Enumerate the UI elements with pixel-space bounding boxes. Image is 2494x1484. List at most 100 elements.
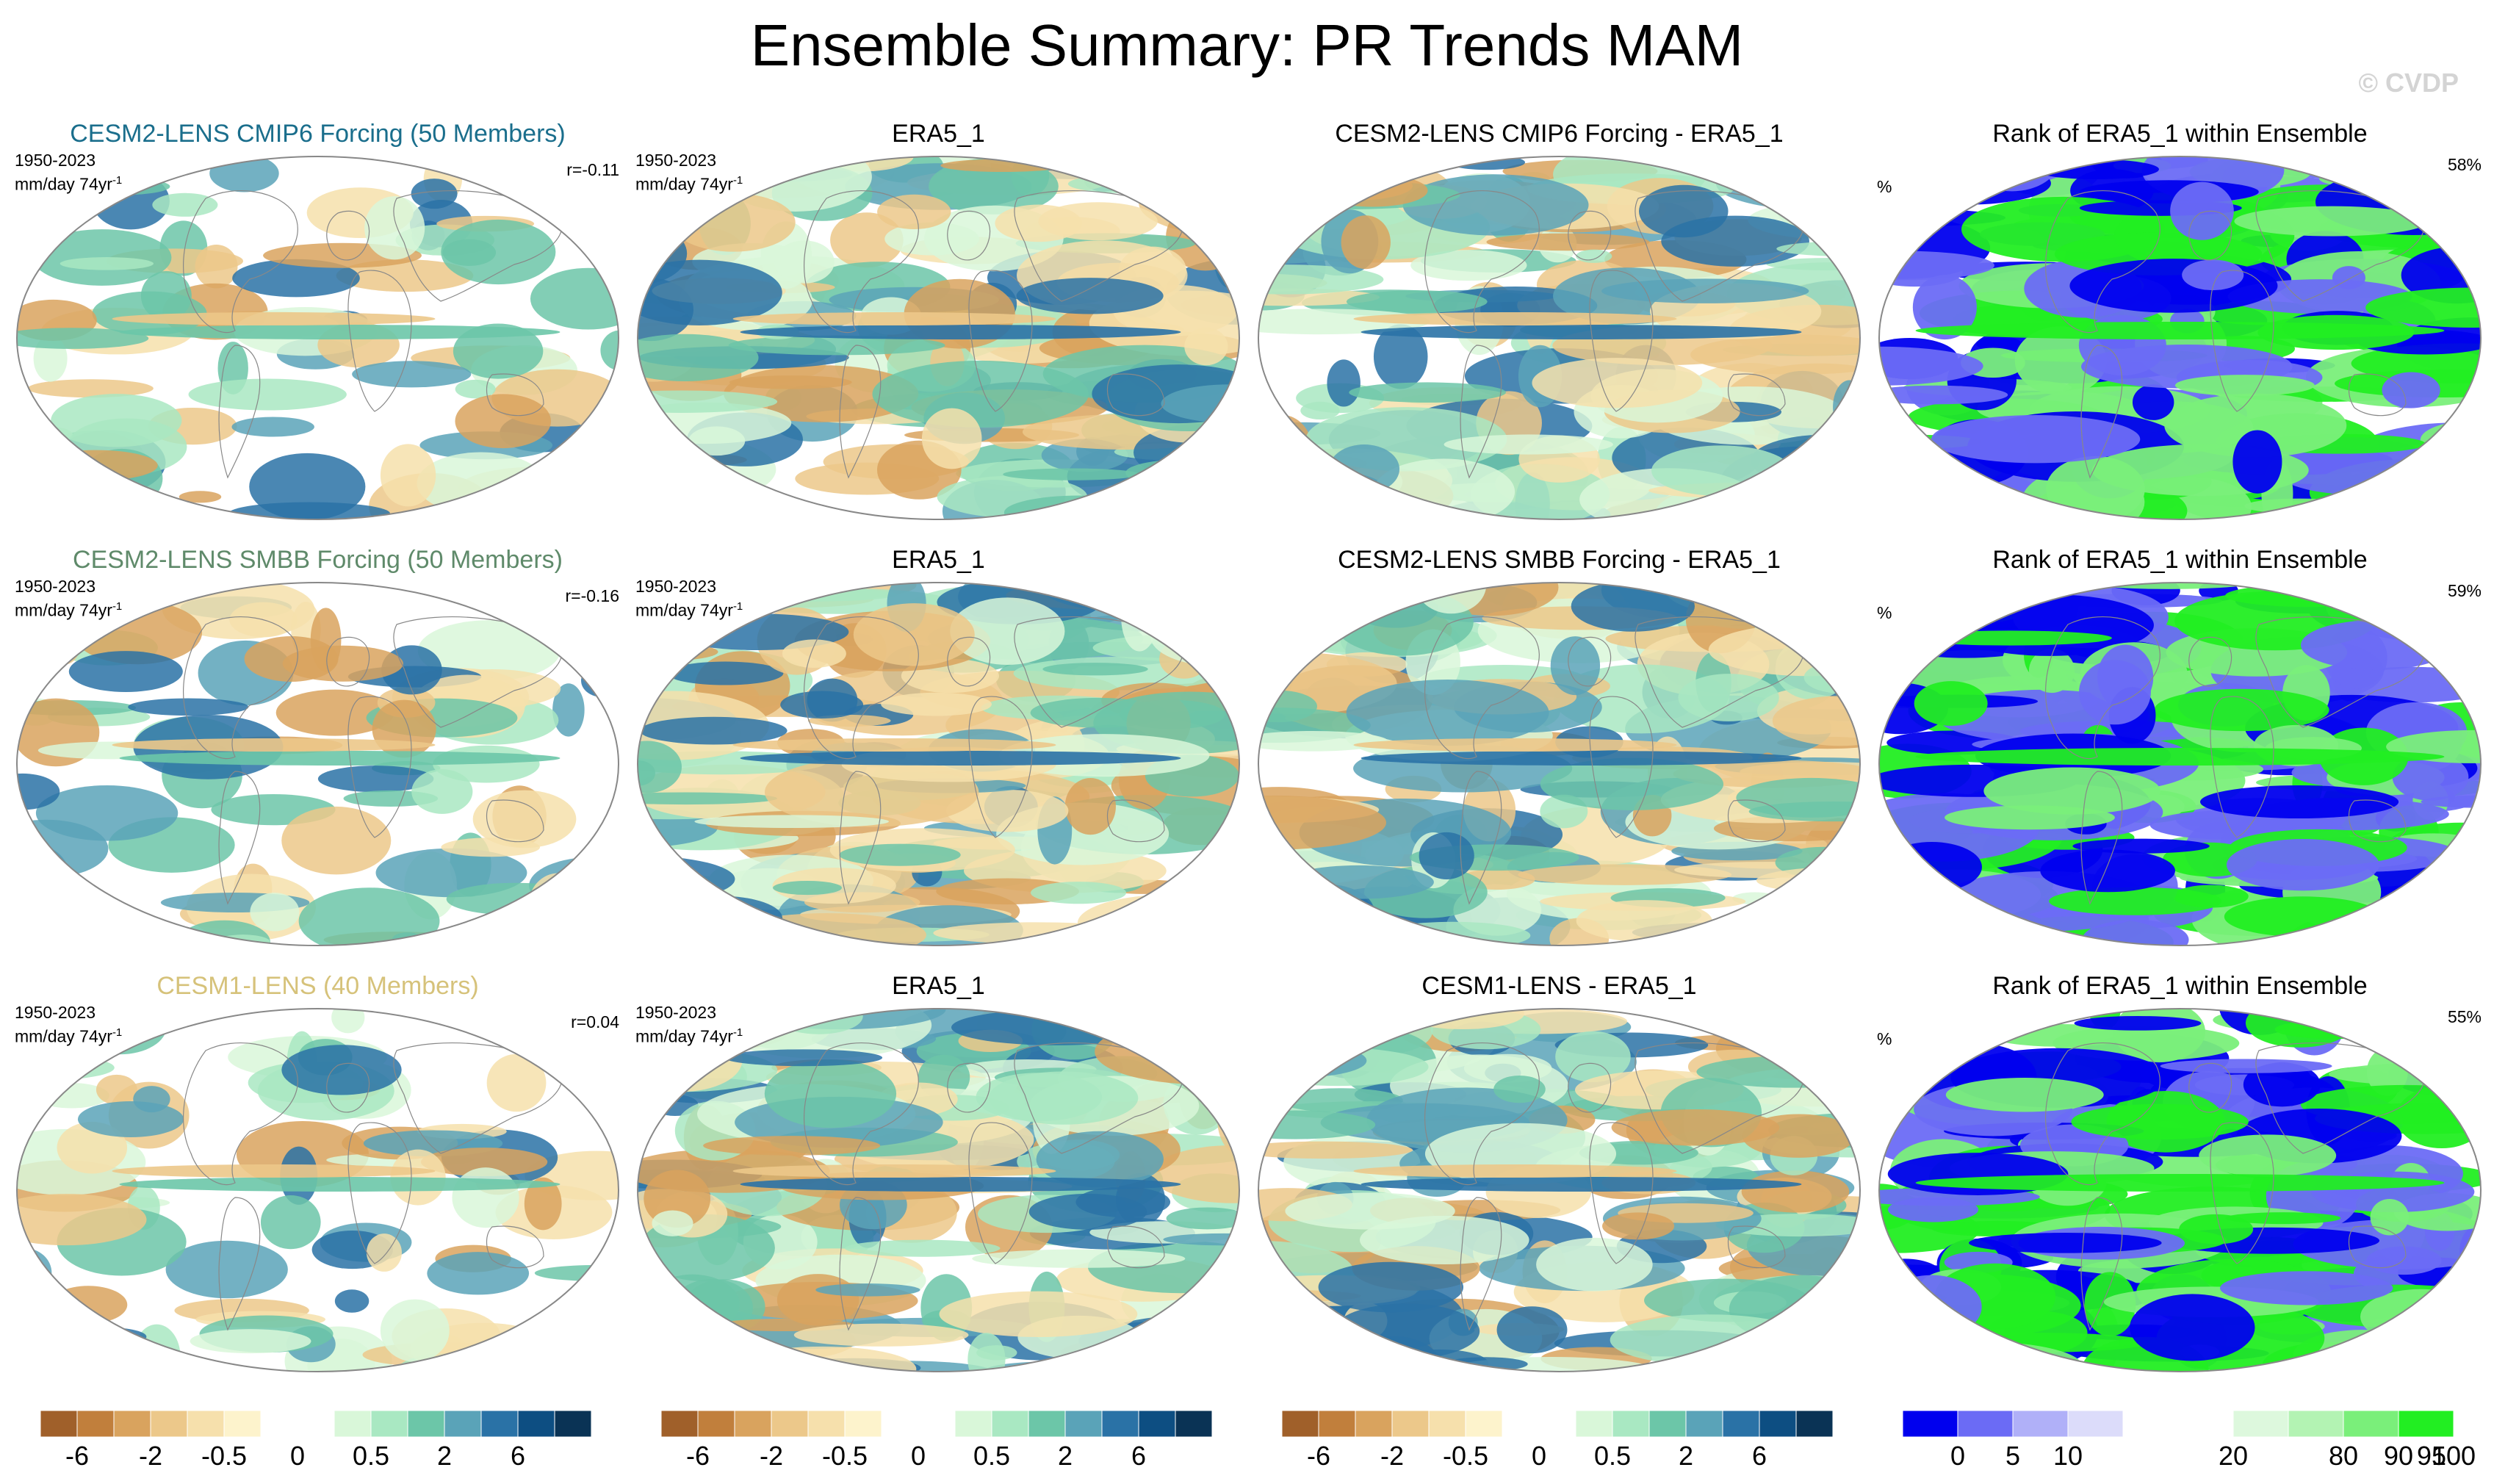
colorbar-tick-label: -6	[1306, 1441, 1331, 1471]
pattern-correlation: r=-0.11	[566, 160, 619, 179]
colorbar-swatch	[1355, 1411, 1393, 1437]
trend-map	[1258, 156, 1861, 520]
trend-map	[637, 582, 1240, 946]
colorbar-swatch	[1028, 1411, 1066, 1437]
colorbar-swatch	[187, 1411, 225, 1437]
trend-map	[1258, 582, 1861, 946]
diff-panel-title: CESM1-LENS - ERA5_1	[1421, 972, 1697, 1000]
trend-colorbar	[40, 1411, 591, 1437]
colorbar-swatch	[2067, 1411, 2124, 1437]
colorbar-tick-label: -2	[138, 1441, 163, 1471]
rank-map	[1878, 156, 2482, 520]
colorbar-swatch	[1428, 1411, 1466, 1437]
colorbar-tick-label: 6	[1751, 1441, 1767, 1471]
colorbar-swatch	[697, 1411, 735, 1437]
colorbar-swatch	[334, 1411, 372, 1437]
colorbar-swatch	[918, 1411, 956, 1437]
colorbar-swatch	[2398, 1411, 2454, 1437]
colorbar-swatch	[1722, 1411, 1760, 1437]
colorbar-swatch	[771, 1411, 809, 1437]
colorbar-swatch	[844, 1411, 882, 1437]
colorbar-tick-label: 0.5	[352, 1441, 390, 1471]
colorbar-swatch	[150, 1411, 188, 1437]
obs-panel-title: ERA5_1	[892, 972, 985, 1000]
model-panel-title: CESM2-LENS CMIP6 Forcing (50 Members)	[70, 120, 566, 148]
rank-panel-title: Rank of ERA5_1 within Ensemble	[1992, 120, 2368, 148]
units-label: mm/day 74yr-1	[635, 1026, 743, 1046]
colorbar-swatch	[407, 1411, 445, 1437]
units-label: mm/day 74yr-1	[15, 1026, 123, 1046]
colorbar-tick-label: -2	[1380, 1441, 1405, 1471]
colorbar-swatch	[76, 1411, 115, 1437]
colorbar-tick-label: -6	[685, 1441, 710, 1471]
colorbar-tick-label: 6	[510, 1441, 526, 1471]
colorbar-swatch	[1064, 1411, 1103, 1437]
colorbar-tick-label: 95	[2416, 1441, 2447, 1471]
colorbar-tick-label: 10	[2052, 1441, 2083, 1471]
rank-map	[1878, 582, 2482, 946]
colorbar-swatch	[1391, 1411, 1430, 1437]
colorbar-swatch	[1685, 1411, 1723, 1437]
colorbar-swatch	[991, 1411, 1029, 1437]
colorbar-swatch	[954, 1411, 992, 1437]
colorbar-tick-label: 90	[2383, 1441, 2414, 1471]
colorbar-swatch	[1538, 1411, 1576, 1437]
colorbar-swatch	[807, 1411, 846, 1437]
model-panel-title: CESM1-LENS (40 Members)	[156, 972, 479, 1000]
units-label: mm/day 74yr-1	[15, 174, 123, 194]
colorbar-tick-label: -2	[759, 1441, 784, 1471]
colorbar-swatch	[1465, 1411, 1503, 1437]
trend-colorbar	[1282, 1411, 1833, 1437]
colorbar-tick-label: -0.5	[1442, 1441, 1489, 1471]
colorbar-tick-label: 0.5	[973, 1441, 1011, 1471]
colorbar-swatch	[517, 1411, 555, 1437]
trend-map	[637, 1008, 1240, 1372]
rank-panel-title: Rank of ERA5_1 within Ensemble	[1992, 972, 2368, 1000]
colorbar-swatch	[40, 1411, 78, 1437]
colorbar-swatch	[480, 1411, 519, 1437]
colorbar-tick-label: 80	[2328, 1441, 2359, 1471]
colorbar-swatch	[370, 1411, 408, 1437]
colorbar-tick-label: 2	[1678, 1441, 1694, 1471]
diff-panel-title: CESM2-LENS SMBB Forcing - ERA5_1	[1338, 546, 1781, 574]
period-label: 1950-2023	[635, 577, 716, 596]
colorbar-swatch	[2288, 1411, 2344, 1437]
trend-colorbar	[661, 1411, 1212, 1437]
colorbar-swatch	[1759, 1411, 1797, 1437]
colorbar-tick-label: 0	[1531, 1441, 1547, 1471]
colorbar-swatch	[1138, 1411, 1176, 1437]
colorbar-tick-label: -0.5	[201, 1441, 248, 1471]
colorbar-swatch	[2012, 1411, 2069, 1437]
period-label: 1950-2023	[15, 577, 95, 596]
colorbar-swatch	[2232, 1411, 2289, 1437]
colorbar-tick-label: 6	[1131, 1441, 1147, 1471]
rank-percent-value: 58%	[2447, 155, 2482, 174]
obs-panel-title: ERA5_1	[892, 120, 985, 148]
trend-map	[16, 1008, 619, 1372]
colorbar-tick-label: 2	[1057, 1441, 1073, 1471]
colorbar-swatch	[661, 1411, 699, 1437]
colorbar-swatch	[2177, 1411, 2234, 1437]
colorbar-tick-label: 2	[436, 1441, 453, 1471]
colorbar-swatch	[113, 1411, 151, 1437]
units-label: mm/day 74yr-1	[15, 600, 123, 620]
pattern-correlation: r=-0.16	[565, 586, 619, 605]
diff-panel-title: CESM2-LENS CMIP6 Forcing - ERA5_1	[1335, 120, 1784, 148]
colorbar-tick-label: 0	[910, 1441, 926, 1471]
colorbar-swatch	[1903, 1411, 1958, 1437]
trend-map	[637, 156, 1240, 520]
colorbar-swatch	[734, 1411, 772, 1437]
colorbar-swatch	[223, 1411, 262, 1437]
rank-percent-value: 59%	[2447, 581, 2482, 600]
colorbar-swatch	[2343, 1411, 2399, 1437]
colorbar-swatch	[1612, 1411, 1650, 1437]
rank-percent-value: 55%	[2447, 1007, 2482, 1026]
colorbar-tick-label: 0	[1950, 1441, 1966, 1471]
units-label: mm/day 74yr-1	[635, 600, 743, 620]
rank-colorbar	[1903, 1411, 2454, 1437]
rank-map	[1878, 1008, 2482, 1372]
trend-map	[16, 582, 619, 946]
rank-panel-title: Rank of ERA5_1 within Ensemble	[1992, 546, 2368, 574]
pattern-correlation: r=0.04	[571, 1012, 619, 1031]
period-label: 1950-2023	[15, 1003, 95, 1022]
